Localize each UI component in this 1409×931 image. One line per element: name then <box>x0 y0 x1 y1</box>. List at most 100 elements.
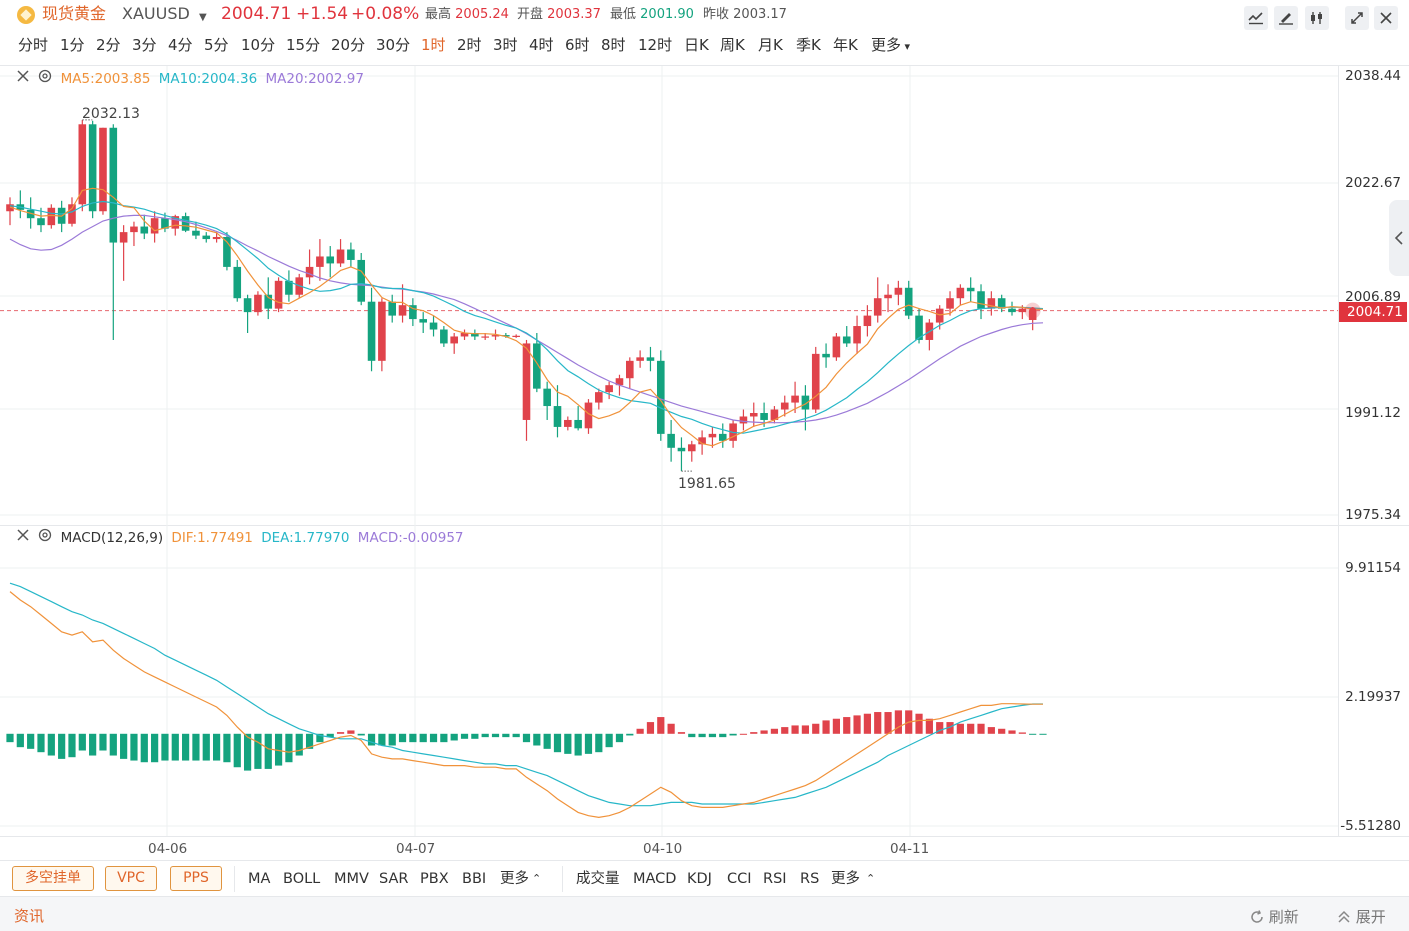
macd-bar <box>925 718 933 734</box>
macd-bar <box>657 717 665 734</box>
macd-bar <box>915 713 923 734</box>
period-tab-13[interactable]: 4时 <box>529 36 554 54</box>
macd-bar <box>491 733 500 738</box>
macd-bar <box>739 733 748 735</box>
candle-body <box>357 259 366 302</box>
period-tab-0[interactable]: 分时 <box>18 36 49 54</box>
sub-indicator-0[interactable]: 成交量 <box>576 871 620 887</box>
main-indicator-3[interactable]: SAR <box>379 871 409 887</box>
candle-body <box>274 280 283 309</box>
divider <box>0 860 1409 861</box>
macd-bar <box>698 733 706 738</box>
line-style-icon[interactable] <box>1244 6 1268 30</box>
sub-more-caret-icon: ⌃ <box>866 872 876 885</box>
price-axis-label: 2006.89 <box>1345 289 1401 305</box>
main-indicator-0[interactable]: MA <box>248 871 271 887</box>
period-tab-8[interactable]: 20分 <box>331 36 366 54</box>
macd-axis-label: -5.51280 <box>1340 818 1401 834</box>
macd-bar <box>936 722 944 734</box>
symbol-dropdown-icon[interactable]: ▼ <box>199 12 207 23</box>
sub-indicator-4[interactable]: RSI <box>763 871 787 887</box>
macd-bar <box>109 733 117 756</box>
period-tab-19[interactable]: 月K <box>758 36 783 54</box>
candle-body <box>811 353 820 410</box>
period-tab-15[interactable]: 8时 <box>601 36 626 54</box>
period-tab-20[interactable]: 季K <box>796 36 821 54</box>
macd-bar <box>667 723 675 734</box>
close-indicator-icon[interactable] <box>16 69 30 89</box>
period-tab-4[interactable]: 4分 <box>168 36 193 54</box>
macd-bar <box>822 720 830 734</box>
time-axis-label: 04-06 <box>148 841 188 857</box>
period-tab-12[interactable]: 3时 <box>493 36 518 54</box>
macd-bar <box>316 733 324 743</box>
macd-bar <box>801 725 810 734</box>
candle-body <box>956 287 965 299</box>
sub-indicator-1[interactable]: MACD <box>633 871 677 887</box>
macd-bar <box>502 733 510 738</box>
pps-button[interactable]: PPS <box>170 866 222 891</box>
main-indicator-2[interactable]: MMV <box>334 871 369 887</box>
refresh-button[interactable]: 刷新 <box>1250 906 1299 927</box>
sub-indicator-2[interactable]: KDJ <box>687 871 712 887</box>
period-tab-16[interactable]: 12时 <box>638 36 673 54</box>
macd-bar <box>78 733 86 751</box>
side-panel-toggle[interactable] <box>1389 200 1409 276</box>
candle-body <box>305 266 314 278</box>
vpc-button[interactable]: VPC <box>105 866 157 891</box>
candle-body <box>460 332 469 337</box>
settings-icon[interactable] <box>38 69 52 89</box>
period-tab-1[interactable]: 1分 <box>60 36 85 54</box>
news-tab[interactable]: 资讯 <box>14 907 45 925</box>
macd-bar <box>378 733 386 746</box>
candle-body <box>574 419 582 429</box>
instrument-symbol[interactable]: XAUUSD <box>122 4 190 23</box>
period-tab-3[interactable]: 3分 <box>132 36 157 54</box>
period-tab-2[interactable]: 2分 <box>96 36 121 54</box>
macd-bar <box>388 733 396 746</box>
macd-bar <box>626 733 634 736</box>
period-tab-18[interactable]: 周K <box>720 36 745 54</box>
candle-body <box>326 256 335 264</box>
expand-button[interactable]: 展开 <box>1337 906 1386 927</box>
candle-body <box>388 301 397 316</box>
candle-body <box>966 287 975 292</box>
main-indicator-6[interactable]: 更多 <box>500 871 529 887</box>
ma10-value: MA10:2004.36 <box>158 71 258 87</box>
period-tab-7[interactable]: 15分 <box>286 36 321 54</box>
sub-indicator-3[interactable]: CCI <box>727 871 752 887</box>
period-tab-17[interactable]: 日K <box>684 36 709 54</box>
main-indicator-1[interactable]: BOLL <box>283 871 321 887</box>
draw-icon[interactable] <box>1274 6 1298 30</box>
candle-type-icon[interactable] <box>1305 6 1329 30</box>
candle-body <box>202 235 211 240</box>
sub-indicator-6[interactable]: 更多 <box>831 871 860 887</box>
instrument-name[interactable]: 现货黄金 <box>42 4 107 23</box>
macd-bar <box>47 733 55 756</box>
period-tab-14[interactable]: 6时 <box>565 36 590 54</box>
macd-bar <box>812 723 820 734</box>
sub-indicator-5[interactable]: RS <box>800 871 820 887</box>
period-tab-9[interactable]: 30分 <box>376 36 411 54</box>
order-book-button[interactable]: 多空挂单 <box>12 866 94 891</box>
period-tab-10[interactable]: 1时 <box>421 36 446 54</box>
period-tab-22[interactable]: 更多 ▾ <box>871 36 911 54</box>
main-indicator-4[interactable]: PBX <box>420 871 449 887</box>
period-tab-21[interactable]: 年K <box>833 36 858 54</box>
macd-bar <box>584 733 593 754</box>
period-tab-11[interactable]: 2时 <box>457 36 482 54</box>
main-indicator-5[interactable]: BBI <box>462 871 487 887</box>
settings-icon[interactable] <box>38 528 52 548</box>
period-tab-6[interactable]: 10分 <box>241 36 276 54</box>
stat-low: 最低 2001.90 <box>610 7 694 22</box>
price-axis-border <box>1338 65 1339 836</box>
divider <box>562 866 563 892</box>
close-indicator-icon[interactable] <box>16 528 30 548</box>
candle-body <box>285 280 293 295</box>
period-tab-5[interactable]: 5分 <box>204 36 229 54</box>
price-change: +1.54 <box>296 4 349 24</box>
fullscreen-icon[interactable] <box>1345 6 1369 30</box>
close-icon[interactable] <box>1374 6 1398 30</box>
